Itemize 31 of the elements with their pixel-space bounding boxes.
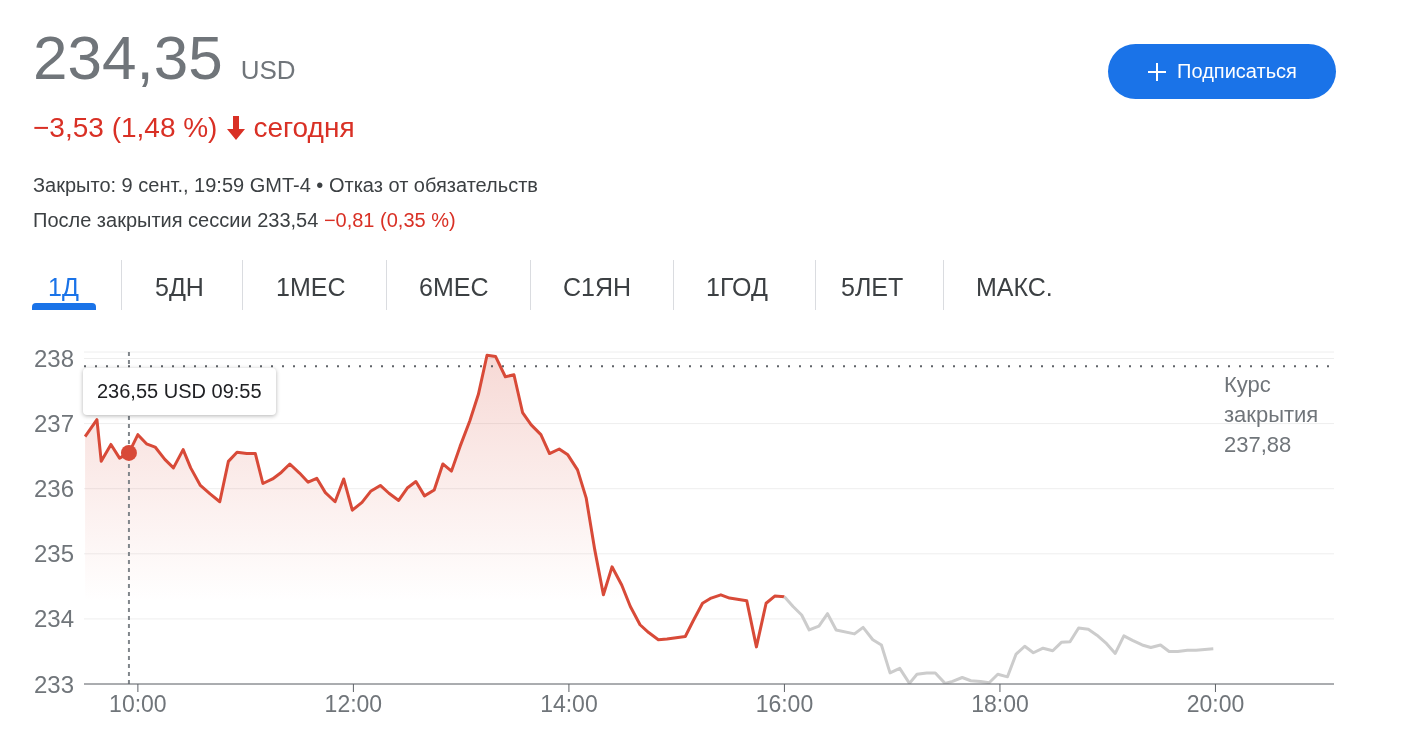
x-tick-label: 10:00: [109, 691, 167, 718]
y-tick-label: 238: [33, 345, 74, 373]
x-tick-label: 18:00: [971, 691, 1029, 718]
chart-subtitle: −3,53 (1,48 %): [33, 112, 218, 144]
x-tick-label: 12:00: [324, 691, 383, 718]
text: 5ДН: [155, 273, 204, 302]
text: 1МЕС: [276, 273, 346, 302]
y-tick-label: 234: [33, 605, 74, 633]
text: 1ГОД: [706, 273, 768, 302]
x-tick-label: 20:00: [1186, 691, 1245, 718]
x-tick-label: 16:00: [755, 691, 814, 718]
text: После закрытия сессии 233,54: [33, 209, 319, 231]
text: 6МЕС: [419, 273, 489, 302]
y-tick-label: 237: [33, 410, 74, 438]
text: 1Д: [48, 273, 79, 302]
text: Подписаться: [1177, 60, 1297, 83]
text: 5ЛЕТ: [841, 273, 904, 302]
x-tick-label: 14:00: [540, 691, 598, 718]
annotation: 236,55 USD 09:55: [83, 368, 276, 415]
y-tick-label: 235: [33, 540, 74, 568]
y-tick-label: 233: [33, 670, 74, 698]
y-tick-label: 236: [33, 475, 74, 503]
line-series: [782, 595, 1215, 684]
text: МАКС.: [976, 273, 1053, 302]
text: Закрыто: 9 сент., 19:59 GMT-4 • Отказ от обязательств: [33, 174, 538, 197]
text: С1ЯН: [563, 273, 632, 302]
text: −0,81 (0,35 %): [323, 209, 456, 231]
chart-title: 234,35: [33, 22, 223, 93]
text: сегодня: [253, 112, 355, 144]
ref-line-label: Курс закрытия 237,88: [1224, 372, 1319, 458]
text: USD: [240, 55, 296, 86]
